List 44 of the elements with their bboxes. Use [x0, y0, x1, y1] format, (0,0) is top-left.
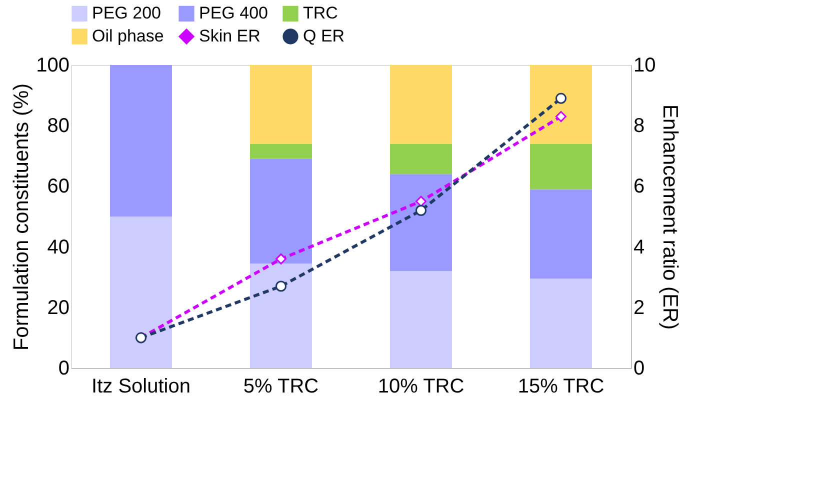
y-tick-label: 40: [47, 236, 70, 258]
y2-tick-label: 2: [634, 296, 645, 319]
x-tick-label: Itz Solution: [92, 376, 190, 398]
point: [276, 280, 286, 292]
y2-tick-label: 0: [634, 358, 645, 380]
point: [556, 92, 566, 104]
bar: [390, 65, 452, 144]
point: [556, 111, 566, 122]
bar: [390, 271, 452, 368]
x-tick-label: 15% TRC: [518, 376, 604, 398]
x-tick-label: 5% TRC: [243, 376, 319, 398]
legend-label: PEG 400: [199, 4, 268, 23]
bar: [250, 158, 312, 264]
legend-label: Skin ER: [199, 26, 260, 46]
bar: [250, 144, 312, 159]
bar: [390, 144, 452, 174]
legend-label: Oil phase: [92, 26, 164, 46]
y2-tick-label: 6: [634, 176, 645, 198]
point: [416, 196, 426, 207]
y2-tick-label: 8: [634, 115, 645, 138]
point: [416, 204, 426, 216]
y2-tick-label: 10: [634, 54, 656, 76]
bar: [110, 216, 172, 368]
legend-label: Q ER: [303, 26, 345, 46]
y-tick-label: 100: [36, 54, 70, 76]
y-tick-label: 80: [47, 115, 70, 138]
bar: [110, 65, 172, 216]
bar: [530, 278, 592, 368]
y2-axis-title: Enhancement ratio (ER): [658, 104, 682, 330]
bar: [530, 189, 592, 279]
bar: [530, 65, 592, 144]
legend-label: TRC: [303, 4, 338, 23]
bar: [250, 65, 312, 144]
legend-label: PEG 200: [92, 4, 161, 23]
y2-tick-label: 4: [634, 236, 645, 258]
bar: [530, 144, 592, 190]
y-axis-title: Formulation constituents (%): [10, 83, 34, 351]
bar: [390, 174, 452, 272]
y-tick-label: 60: [47, 176, 70, 198]
point: [276, 253, 286, 264]
x-tick-label: 10% TRC: [378, 376, 464, 398]
y-tick-label: 0: [58, 358, 70, 380]
y-tick-label: 20: [47, 296, 70, 319]
bar: [250, 263, 312, 368]
